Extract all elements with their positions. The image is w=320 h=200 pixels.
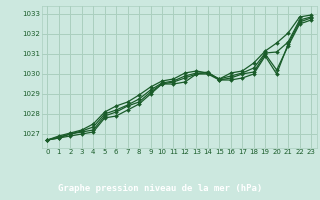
Text: Graphe pression niveau de la mer (hPa): Graphe pression niveau de la mer (hPa): [58, 184, 262, 193]
